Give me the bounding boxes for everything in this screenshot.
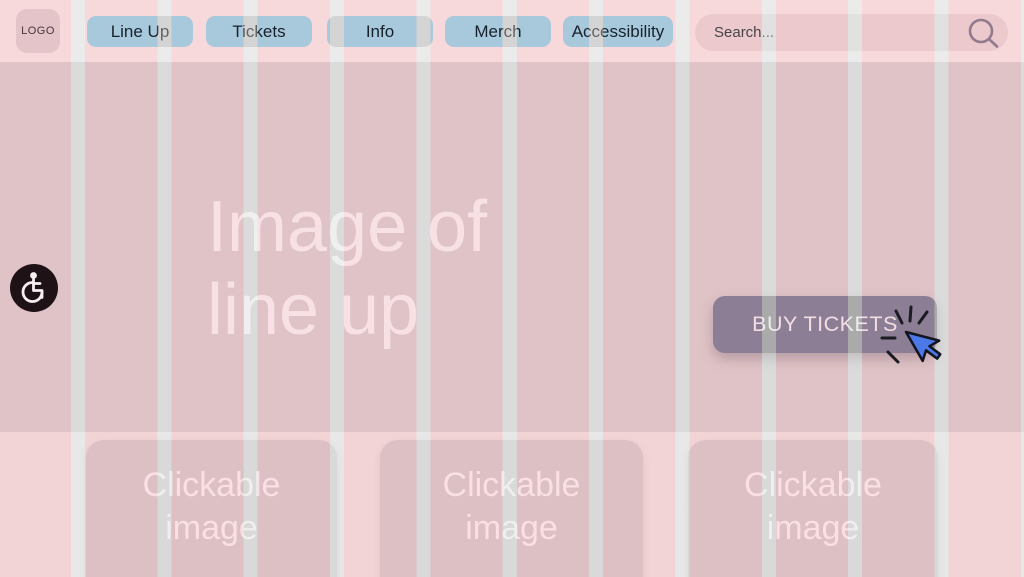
hero-image-placeholder [0,62,1024,432]
nav-item-tickets[interactable]: Tickets [206,16,312,47]
nav-item-line-up[interactable]: Line Up [87,16,193,47]
hero-placeholder-line2: line up [207,270,420,350]
search-icon[interactable] [960,17,1000,48]
search-input[interactable] [695,14,984,51]
header-bar: LOGO Line Up Tickets Info Merch Accessib… [0,0,1024,62]
card-label-line2: image [165,509,258,547]
search-bar [695,14,1008,51]
hero-placeholder-line1: Image of [207,187,488,267]
card-label-line2: image [465,509,558,547]
card-label-line1: Clickable [442,466,581,504]
clickable-image-card-1[interactable]: Clickable image [86,440,337,577]
wheelchair-icon [10,264,58,312]
buy-tickets-button[interactable]: BUY TICKETS [713,296,937,353]
nav-item-merch[interactable]: Merch [445,16,551,47]
clickable-image-card-2[interactable]: Clickable image [380,440,643,577]
nav-item-accessibility[interactable]: Accessibility [563,16,673,47]
hero-placeholder-label: Image of line up [207,186,487,352]
nav-item-info[interactable]: Info [327,16,433,47]
logo-button[interactable]: LOGO [16,9,60,53]
card-label-line1: Clickable [744,466,882,504]
accessibility-widget[interactable] [9,263,59,313]
clickable-image-card-3[interactable]: Clickable image [688,440,938,577]
card-label-line2: image [766,509,860,547]
card-label-line1: Clickable [142,466,281,504]
